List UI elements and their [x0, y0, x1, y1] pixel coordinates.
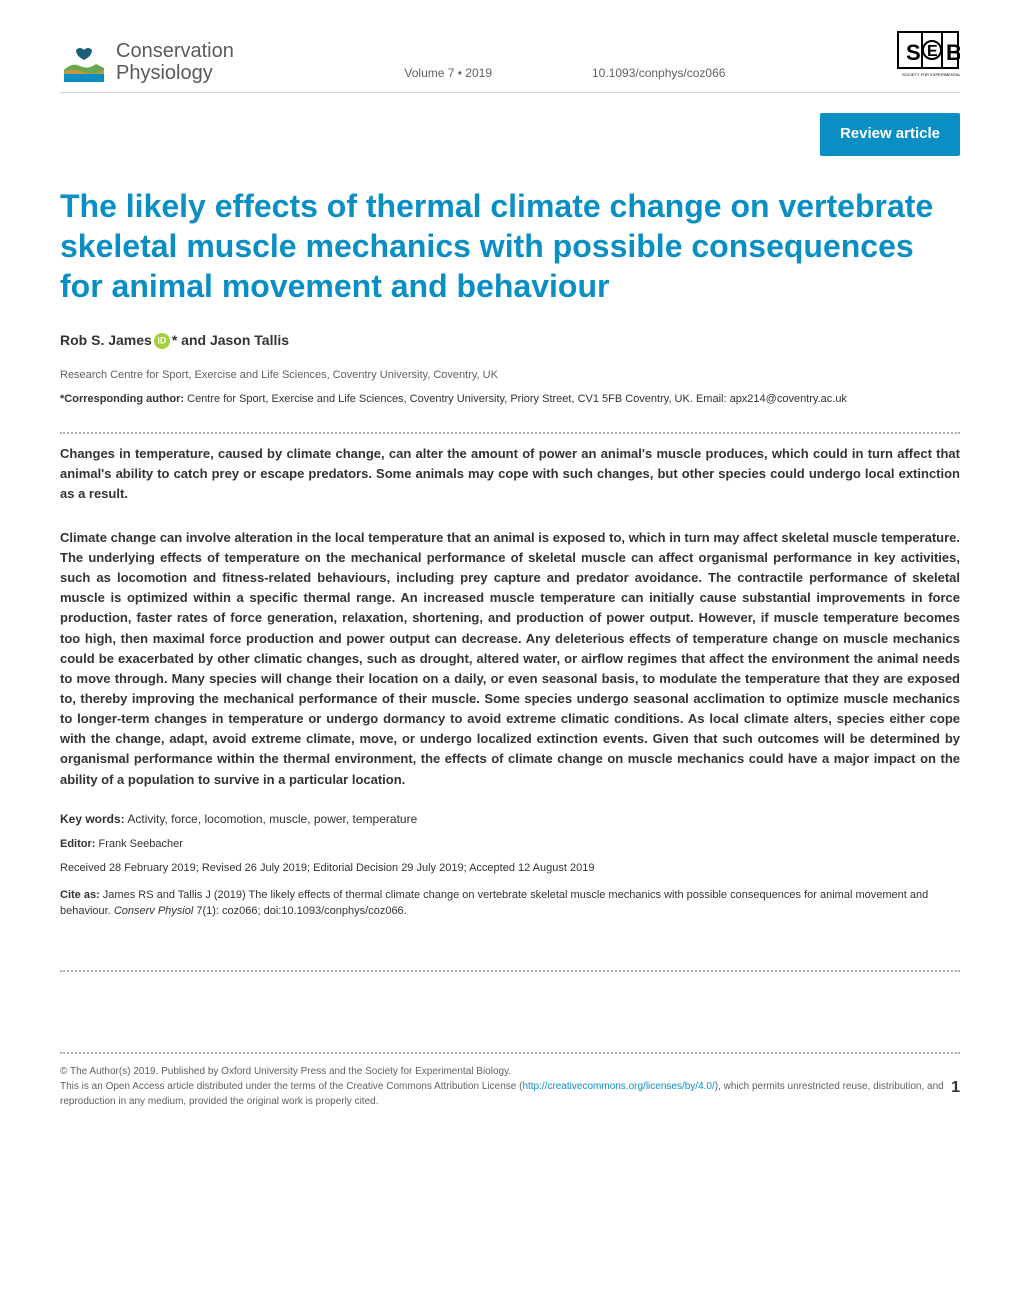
license-line: This is an Open Access article distribut… [60, 1079, 960, 1109]
seb-logo-section: S E B SOCIETY FOR EXPERIMENTAL BIOLOGY [896, 30, 960, 84]
license-link[interactable]: http://creativecommons.org/licenses/by/4… [522, 1081, 714, 1092]
footer-block: © The Author(s) 2019. Published by Oxfor… [60, 1064, 960, 1109]
divider-2 [60, 970, 960, 972]
seb-logo-icon: S E B SOCIETY FOR EXPERIMENTAL BIOLOGY [896, 30, 960, 78]
abstract-paragraph: Climate change can involve alteration in… [60, 528, 960, 790]
divider-3 [60, 1052, 960, 1054]
header-metadata: Volume 7 • 2019 10.1093/conphys/coz066 [234, 64, 896, 84]
keywords-line: Key words: Activity, force, locomotion, … [60, 810, 960, 828]
journal-name: Conservation Physiology [116, 40, 234, 84]
affiliation-line: Research Centre for Sport, Exercise and … [60, 367, 960, 384]
spacer [60, 982, 960, 1042]
svg-text:E: E [927, 43, 938, 60]
svg-text:S: S [906, 40, 921, 65]
citation-label: Cite as: [60, 889, 100, 901]
article-title: The likely effects of thermal climate ch… [60, 186, 960, 306]
editor-text: Frank Seebacher [95, 838, 182, 850]
journal-name-line2: Physiology [116, 62, 234, 84]
dates-line: Received 28 February 2019; Revised 26 Ju… [60, 860, 960, 877]
citation-suffix: 7(1): coz066; doi:10.1093/conphys/coz066… [193, 905, 406, 917]
keywords-label: Key words: [60, 812, 125, 826]
page-number: 1 [951, 1076, 960, 1100]
journal-logo-icon [60, 42, 108, 82]
summary-paragraph: Changes in temperature, caused by climat… [60, 444, 960, 504]
journal-logo-section: Conservation Physiology [60, 40, 234, 84]
journal-name-line1: Conservation [116, 40, 234, 62]
svg-text:B: B [946, 40, 960, 65]
license-text: This is an Open Access article distribut… [60, 1081, 522, 1092]
citation-block: Cite as: James RS and Tallis J (2019) Th… [60, 887, 960, 920]
keywords-text: Activity, force, locomotion, muscle, pow… [125, 812, 418, 826]
page-container: Conservation Physiology Volume 7 • 2019 … [0, 0, 1020, 1149]
corresponding-author: *Corresponding author: Centre for Sport,… [60, 391, 960, 408]
orcid-icon [154, 333, 170, 349]
authors-line: Rob S. James* and Jason Tallis [60, 330, 960, 351]
copyright-line: © The Author(s) 2019. Published by Oxfor… [60, 1064, 960, 1079]
corresponding-text: Centre for Sport, Exercise and Life Scie… [184, 393, 847, 405]
svg-text:SOCIETY FOR EXPERIMENTAL BIOLO: SOCIETY FOR EXPERIMENTAL BIOLOGY [902, 72, 960, 77]
editor-label: Editor: [60, 838, 95, 850]
review-article-badge: Review article [820, 113, 960, 156]
citation-journal: Conserv Physiol [114, 905, 193, 917]
doi-info: 10.1093/conphys/coz066 [592, 64, 725, 82]
volume-info: Volume 7 • 2019 [404, 64, 492, 82]
corresponding-label: *Corresponding author: [60, 393, 184, 405]
review-badge-row: Review article [60, 113, 960, 156]
page-header: Conservation Physiology Volume 7 • 2019 … [60, 30, 960, 93]
editor-line: Editor: Frank Seebacher [60, 836, 960, 853]
divider-1 [60, 432, 960, 434]
